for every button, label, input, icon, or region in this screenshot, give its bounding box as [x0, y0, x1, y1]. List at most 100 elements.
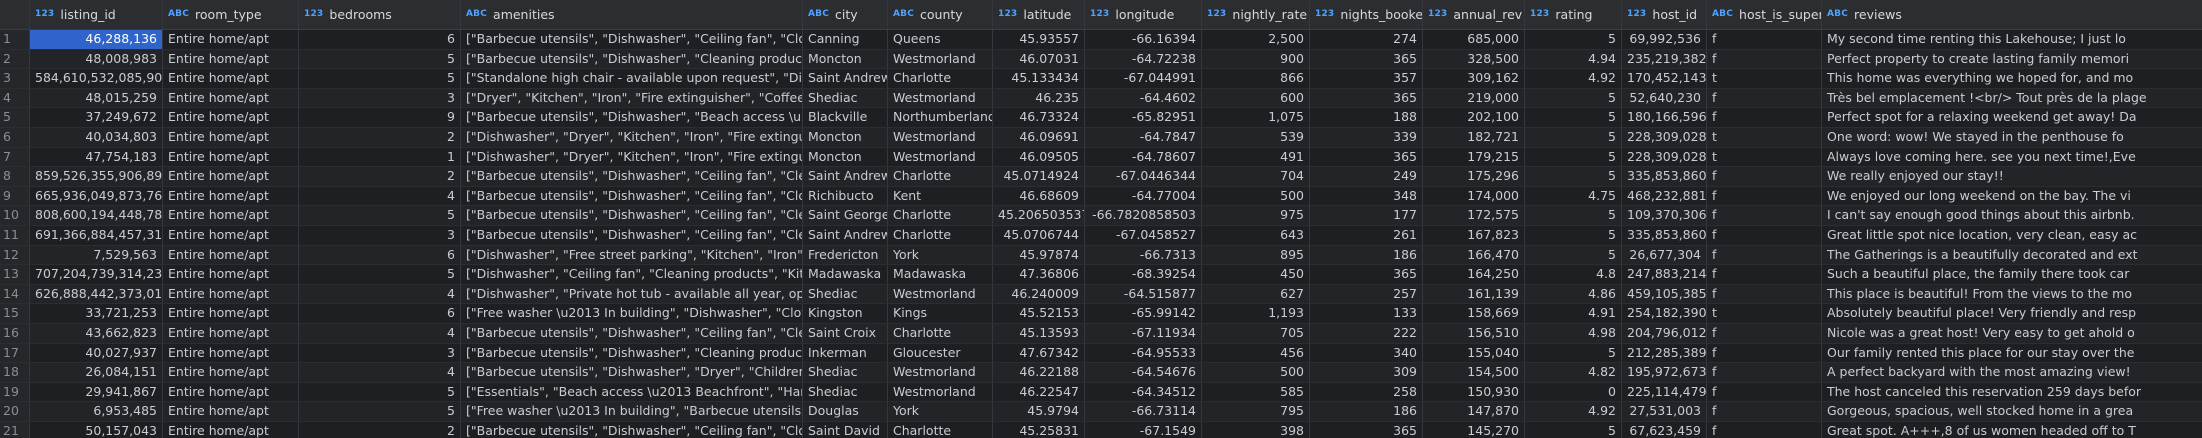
table-cell-annual_rev[interactable]: 182,721	[1423, 127, 1525, 147]
table-cell-room_type[interactable]: Entire home/apt	[163, 382, 299, 402]
table-cell-host_id[interactable]: 225,114,479	[1622, 382, 1707, 402]
table-cell-amenities[interactable]: ["Barbecue utensils", "Dishwasher", "Cle…	[461, 343, 803, 363]
table-cell-rating[interactable]: 5	[1525, 147, 1622, 167]
table-cell-longitude[interactable]: -65.82951	[1085, 108, 1202, 127]
table-cell-reviews[interactable]: Gorgeous, spacious, well stocked home in…	[1822, 402, 2202, 421]
table-cell-longitude[interactable]: -66.16394	[1085, 30, 1202, 49]
table-cell-county[interactable]: Westmorland	[888, 49, 993, 69]
table-cell-longitude[interactable]: -64.78607	[1085, 147, 1202, 167]
table-cell-bedrooms[interactable]: 2	[299, 167, 461, 186]
table-cell-nights_booked[interactable]: 309	[1310, 363, 1423, 382]
table-row[interactable]: 1 46,288,136 Entire home/apt 6 ["Barbecue ut…	[0, 30, 2202, 50]
table-cell-county[interactable]: Charlotte	[888, 323, 993, 343]
table-cell-latitude[interactable]: 47.67342	[993, 343, 1085, 363]
table-cell-bedrooms[interactable]: 5	[299, 49, 461, 69]
table-cell-annual_rev[interactable]: 328,500	[1423, 49, 1525, 69]
table-cell-latitude[interactable]: 45.9794	[993, 402, 1085, 421]
table-cell-host_is_superhost[interactable]: t	[1707, 147, 1822, 167]
table-cell-nightly_rate[interactable]: 975	[1202, 206, 1310, 225]
table-cell-latitude[interactable]: 46.22188	[993, 363, 1085, 382]
table-cell-room_type[interactable]: Entire home/apt	[163, 88, 299, 108]
table-cell-listing_id[interactable]: 859,526,355,906,891,029	[30, 167, 163, 186]
table-cell-room_type[interactable]: Entire home/apt	[163, 245, 299, 265]
table-cell-longitude[interactable]: -65.99142	[1085, 304, 1202, 323]
table-cell-nightly_rate[interactable]: 539	[1202, 127, 1310, 147]
table-cell-nights_booked[interactable]: 249	[1310, 167, 1423, 186]
table-cell-city[interactable]: Inkerman	[803, 343, 888, 363]
table-cell-rating[interactable]: 5	[1525, 245, 1622, 265]
table-cell-city[interactable]: Blackville	[803, 108, 888, 127]
table-row[interactable]: 12 7,529,563 Entire home/apt 6 ["Dishwasher"…	[0, 245, 2202, 266]
column-header-county[interactable]: ABC county	[888, 0, 993, 29]
table-cell-amenities[interactable]: ["Barbecue utensils", "Dishwasher", "Cei…	[461, 323, 803, 343]
table-cell-listing_id[interactable]: 48,008,983	[30, 49, 163, 69]
table-cell-room_type[interactable]: Entire home/apt	[163, 421, 299, 438]
table-cell-bedrooms[interactable]: 6	[299, 304, 461, 323]
table-cell-nightly_rate[interactable]: 900	[1202, 49, 1310, 69]
table-row[interactable]: 15 33,721,253 Entire home/apt 6 ["Free washe…	[0, 304, 2202, 324]
table-cell-rating[interactable]: 4.92	[1525, 69, 1622, 88]
table-cell-nights_booked[interactable]: 257	[1310, 284, 1423, 304]
table-cell-host_id[interactable]: 459,105,385	[1622, 284, 1707, 304]
table-cell-bedrooms[interactable]: 5	[299, 69, 461, 88]
table-cell-county[interactable]: Westmorland	[888, 382, 993, 402]
table-cell-nights_booked[interactable]: 365	[1310, 147, 1423, 167]
table-cell-listing_id[interactable]: 808,600,194,448,787,802	[30, 206, 163, 225]
table-cell-listing_id[interactable]: 33,721,253	[30, 304, 163, 323]
table-cell-annual_rev[interactable]: 156,510	[1423, 323, 1525, 343]
table-cell-city[interactable]: Shediac	[803, 284, 888, 304]
table-cell-county[interactable]: York	[888, 402, 993, 421]
table-cell-host_is_superhost[interactable]: f	[1707, 49, 1822, 69]
table-cell-host_id[interactable]: 212,285,389	[1622, 343, 1707, 363]
table-cell-rating[interactable]: 4.86	[1525, 284, 1622, 304]
table-cell-host_is_superhost[interactable]: f	[1707, 186, 1822, 206]
table-cell-host_is_superhost[interactable]: f	[1707, 265, 1822, 284]
table-cell-county[interactable]: Gloucester	[888, 343, 993, 363]
table-cell-bedrooms[interactable]: 5	[299, 206, 461, 225]
table-cell-host_id[interactable]: 26,677,304	[1622, 245, 1707, 265]
table-cell-listing_id[interactable]: 46,288,136	[30, 30, 163, 49]
table-row[interactable]: 20 6,953,485 Entire home/apt 5 ["Free washer…	[0, 402, 2202, 422]
table-cell-reviews[interactable]: This place is beautiful! From the views …	[1822, 285, 2202, 304]
table-cell-host_is_superhost[interactable]: t	[1707, 127, 1822, 147]
table-cell-county[interactable]: Kent	[888, 186, 993, 206]
table-cell-amenities[interactable]: ["Barbecue utensils", "Dishwasher", "Cei…	[461, 421, 803, 438]
table-cell-longitude[interactable]: -67.0458527	[1085, 225, 1202, 245]
table-row[interactable]: 7 47,754,183 Entire home/apt 1 ["Dishwasher"…	[0, 147, 2202, 168]
table-cell-county[interactable]: Charlotte	[888, 206, 993, 225]
table-cell-host_id[interactable]: 468,232,881	[1622, 186, 1707, 206]
table-cell-rating[interactable]: 4.75	[1525, 186, 1622, 206]
table-cell-host_id[interactable]: 204,796,012	[1622, 323, 1707, 343]
table-cell-nights_booked[interactable]: 186	[1310, 245, 1423, 265]
table-cell-annual_rev[interactable]: 150,930	[1423, 382, 1525, 402]
table-cell-room_type[interactable]: Entire home/apt	[163, 284, 299, 304]
table-cell-latitude[interactable]: 46.235	[993, 88, 1085, 108]
table-cell-host_is_superhost[interactable]: f	[1707, 343, 1822, 363]
table-cell-latitude[interactable]: 46.240009	[993, 284, 1085, 304]
table-cell-room_type[interactable]: Entire home/apt	[163, 69, 299, 88]
table-cell-longitude[interactable]: -66.7313	[1085, 245, 1202, 265]
table-cell-nightly_rate[interactable]: 491	[1202, 147, 1310, 167]
table-cell-annual_rev[interactable]: 161,139	[1423, 284, 1525, 304]
table-cell-host_is_superhost[interactable]: f	[1707, 363, 1822, 382]
table-cell-longitude[interactable]: -64.54676	[1085, 363, 1202, 382]
table-cell-listing_id[interactable]: 691,366,884,457,316,419	[30, 225, 163, 245]
table-cell-rating[interactable]: 4.94	[1525, 49, 1622, 69]
table-cell-room_type[interactable]: Entire home/apt	[163, 30, 299, 49]
table-cell-reviews[interactable]: Nicole was a great host! Very easy to ge…	[1822, 324, 2202, 343]
table-cell-rating[interactable]: 5	[1525, 225, 1622, 245]
table-cell-host_is_superhost[interactable]: f	[1707, 206, 1822, 225]
table-cell-county[interactable]: Charlotte	[888, 421, 993, 438]
table-cell-host_is_superhost[interactable]: t	[1707, 304, 1822, 323]
table-cell-city[interactable]: Moncton	[803, 147, 888, 167]
table-cell-listing_id[interactable]: 29,941,867	[30, 382, 163, 402]
table-cell-bedrooms[interactable]: 6	[299, 245, 461, 265]
table-cell-host_is_superhost[interactable]: f	[1707, 402, 1822, 421]
table-cell-nightly_rate[interactable]: 585	[1202, 382, 1310, 402]
table-cell-nightly_rate[interactable]: 398	[1202, 421, 1310, 438]
table-cell-bedrooms[interactable]: 5	[299, 265, 461, 284]
table-cell-amenities[interactable]: ["Dishwasher", "Dryer", "Kitchen", "Iron…	[461, 127, 803, 147]
table-cell-annual_rev[interactable]: 167,823	[1423, 225, 1525, 245]
